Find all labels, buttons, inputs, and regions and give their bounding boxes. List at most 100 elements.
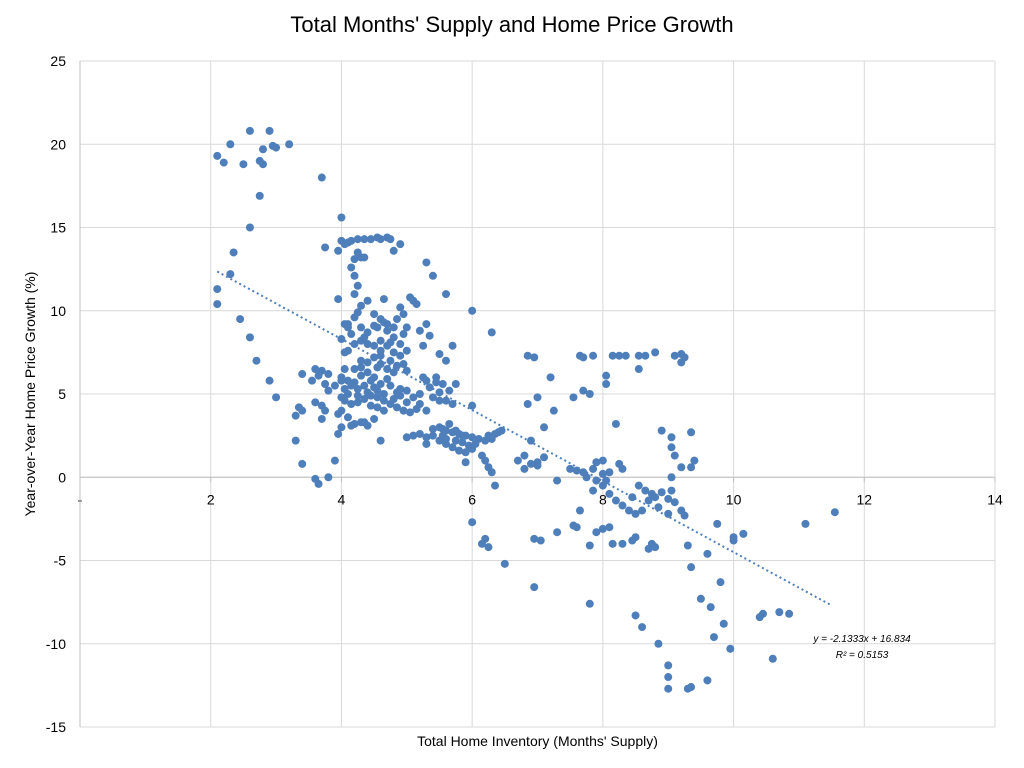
data-point — [334, 429, 343, 438]
data-point — [392, 315, 401, 324]
data-point — [487, 468, 496, 477]
data-point — [392, 403, 401, 412]
data-point — [376, 351, 385, 360]
data-point — [706, 603, 715, 612]
data-point — [598, 524, 607, 533]
data-point — [461, 458, 470, 467]
y-tick-label: 5 — [58, 386, 66, 402]
trendline-r-squared: R² = 0.5153 — [836, 650, 889, 661]
data-point — [605, 523, 614, 532]
data-point — [392, 361, 401, 370]
data-point — [314, 371, 323, 380]
data-point — [357, 323, 366, 332]
data-point — [582, 473, 591, 482]
data-point — [647, 539, 656, 548]
data-point — [379, 390, 388, 398]
data-point — [438, 424, 447, 433]
data-point — [598, 469, 607, 478]
data-point — [298, 370, 307, 379]
data-points — [213, 126, 839, 693]
data-point — [611, 419, 620, 428]
data-point — [350, 365, 359, 374]
data-point — [487, 328, 496, 337]
data-point — [631, 509, 640, 518]
data-point — [768, 654, 777, 663]
data-point — [638, 506, 647, 515]
x-tick-label: 4 — [338, 491, 346, 507]
data-point — [226, 270, 235, 279]
data-point — [343, 346, 352, 355]
data-point — [468, 433, 477, 442]
data-point — [350, 378, 359, 387]
data-point — [713, 519, 722, 528]
data-point — [589, 351, 598, 360]
data-point — [255, 191, 264, 200]
data-point — [291, 436, 300, 445]
data-point — [680, 511, 689, 520]
data-point — [376, 380, 385, 389]
data-point — [664, 494, 673, 503]
data-point — [634, 351, 643, 360]
data-point — [530, 583, 539, 592]
data-point — [670, 451, 679, 460]
data-point — [592, 528, 601, 537]
data-point — [308, 376, 317, 385]
data-point — [389, 246, 398, 255]
data-point — [402, 433, 411, 442]
data-point — [602, 380, 611, 389]
data-point — [360, 333, 369, 342]
data-point — [350, 271, 359, 280]
data-point — [618, 501, 627, 510]
data-point — [598, 481, 607, 490]
data-point — [311, 398, 320, 407]
data-point — [435, 396, 444, 405]
data-point — [703, 549, 712, 558]
data-point — [353, 248, 362, 257]
data-point — [631, 611, 640, 620]
data-point — [664, 661, 673, 670]
data-point — [265, 126, 274, 135]
data-point — [350, 340, 359, 349]
data-point — [357, 356, 366, 365]
data-point — [422, 320, 431, 329]
data-point — [350, 255, 359, 264]
data-point — [585, 390, 594, 398]
data-point — [468, 306, 477, 315]
data-point — [412, 300, 421, 309]
data-point — [353, 385, 362, 394]
data-point — [546, 373, 555, 382]
data-point — [477, 539, 486, 548]
data-point — [448, 341, 457, 350]
data-point — [428, 431, 437, 440]
data-point — [540, 453, 549, 462]
data-point — [245, 333, 254, 342]
data-point — [553, 476, 562, 485]
data-point — [458, 438, 467, 447]
data-point — [259, 145, 267, 154]
data-point — [347, 330, 356, 339]
data-point — [491, 481, 500, 490]
data-point — [337, 213, 346, 222]
data-point — [386, 356, 395, 365]
data-point — [334, 246, 343, 255]
data-point — [389, 368, 398, 377]
x-tick-label: 14 — [987, 491, 1003, 507]
data-point — [399, 406, 408, 415]
data-point — [213, 300, 222, 309]
data-point — [343, 320, 352, 329]
data-point — [399, 360, 408, 369]
data-point — [340, 365, 349, 374]
x-tick-label: 6 — [468, 491, 476, 507]
data-point — [448, 399, 457, 408]
data-point — [442, 396, 450, 405]
data-point — [536, 536, 545, 545]
data-point — [651, 348, 660, 357]
data-point — [353, 391, 362, 400]
data-point — [628, 493, 637, 502]
data-point — [245, 126, 254, 135]
data-point — [687, 428, 696, 437]
data-point — [373, 403, 382, 412]
y-tick-label: 25 — [50, 53, 66, 69]
x-tick-label: 10 — [726, 491, 742, 507]
data-point — [422, 406, 431, 415]
